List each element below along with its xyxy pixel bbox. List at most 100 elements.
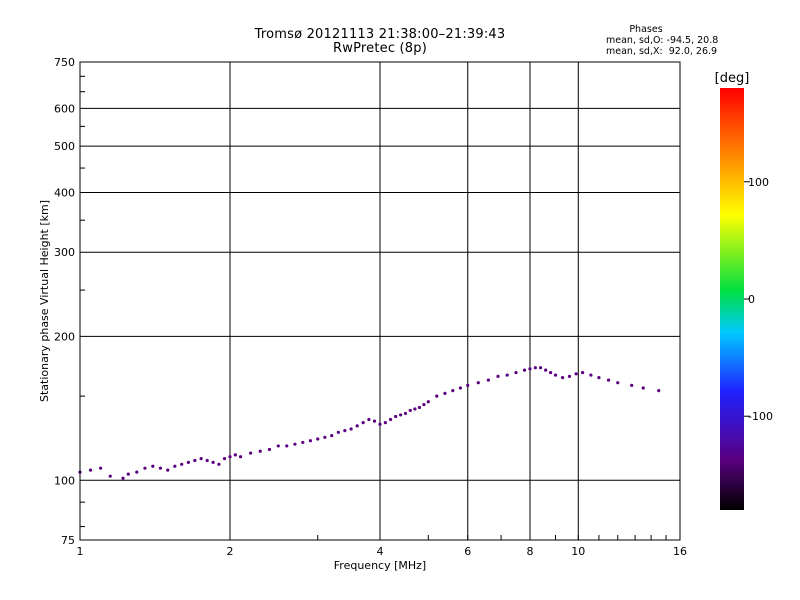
x-axis-label: Frequency [MHz] <box>334 559 426 572</box>
data-point <box>560 375 565 380</box>
data-point <box>249 451 253 455</box>
data-point <box>451 389 455 393</box>
y-tick-label: 500 <box>54 140 75 153</box>
y-tick-label: 750 <box>54 56 75 69</box>
data-point <box>574 372 578 376</box>
data-point <box>486 378 490 382</box>
stats-o-mode: mean, sd,O: -94.5, 20.8 <box>606 35 719 46</box>
data-point <box>158 466 163 470</box>
data-point <box>173 464 177 468</box>
y-axis-ticks: 75 100 200 300 400 500 600 750 <box>54 56 85 547</box>
data-point <box>267 447 272 452</box>
data-point <box>308 439 313 443</box>
data-point <box>538 366 543 370</box>
data-point <box>108 474 112 478</box>
colorbar-tick-label: 0 <box>748 293 755 306</box>
data-point <box>228 455 232 459</box>
data-point <box>355 424 359 428</box>
data-point <box>413 407 417 411</box>
data-point <box>476 381 480 385</box>
data-point <box>166 468 170 472</box>
data-point <box>616 381 620 385</box>
data-point <box>372 419 377 423</box>
data-point <box>606 378 611 382</box>
data-point <box>199 457 203 461</box>
data-point <box>496 374 500 378</box>
colorbar-tick-label: 100 <box>748 176 769 189</box>
colorbar <box>720 88 744 510</box>
x-tick-label: 16 <box>673 545 687 558</box>
data-point <box>388 417 393 422</box>
data-point <box>399 413 403 417</box>
data-point <box>403 411 408 416</box>
colorbar-label: [deg] <box>715 71 750 86</box>
x-tick-label: 1 <box>77 545 84 558</box>
data-point <box>336 430 340 434</box>
data-point <box>99 466 103 470</box>
y-tick-label: 600 <box>54 102 75 115</box>
x-tick-label: 2 <box>227 545 234 558</box>
data-point <box>193 458 197 463</box>
x-tick-label: 10 <box>571 545 585 558</box>
data-point <box>276 444 280 448</box>
data-point <box>597 375 601 380</box>
data-point <box>151 464 155 468</box>
data-point <box>422 402 426 407</box>
data-point <box>222 457 227 461</box>
x-axis-ticks: 1 2 4 6 8 10 16 <box>77 535 687 558</box>
data-point <box>135 470 139 474</box>
x-tick-label: 4 <box>377 545 384 558</box>
data-point <box>641 386 645 390</box>
data-point <box>514 370 518 375</box>
data-point <box>233 453 237 457</box>
data-point <box>528 367 532 371</box>
y-tick-label: 400 <box>54 186 75 199</box>
chart-subtitle: RwPretec (8p) <box>333 41 427 56</box>
y-tick-label: 300 <box>54 246 75 259</box>
stats-x-mode: mean, sd,X: 92.0, 26.9 <box>606 46 718 57</box>
data-point <box>301 440 305 445</box>
data-point <box>466 383 470 387</box>
y-tick-label: 200 <box>54 330 75 343</box>
data-point <box>378 422 382 426</box>
data-point <box>361 421 365 425</box>
data-point <box>349 427 353 431</box>
x-tick-label: 8 <box>527 545 534 558</box>
data-point <box>657 389 661 393</box>
y-tick-label: 100 <box>54 474 75 487</box>
data-point <box>343 429 347 433</box>
data-point <box>126 472 130 476</box>
data-point <box>567 374 572 378</box>
data-point <box>88 468 93 472</box>
data-point <box>394 414 398 419</box>
data-point <box>458 386 463 390</box>
data-point <box>443 391 447 395</box>
data-point <box>258 449 262 453</box>
data-point <box>211 460 215 464</box>
colorbar-ticks: 100 0 -100 <box>744 176 773 423</box>
data-point <box>316 437 320 441</box>
data-point <box>285 444 289 448</box>
data-point <box>522 368 527 372</box>
data-point <box>553 373 558 377</box>
chart-title: Tromsø 20121113 21:38:00–21:39:43 <box>254 27 506 42</box>
data-point <box>367 417 371 422</box>
phase-stats: Phases mean, sd,O: -94.5, 20.8 mean, sd,… <box>606 24 718 57</box>
data-point <box>544 368 548 372</box>
grid-lines <box>80 62 680 540</box>
data-points <box>78 366 661 480</box>
data-point <box>426 400 430 404</box>
stats-header: Phases <box>629 24 663 35</box>
data-point <box>580 370 585 375</box>
x-tick-label: 6 <box>464 545 471 558</box>
data-point <box>630 383 634 387</box>
colorbar-tick-label: -100 <box>748 410 773 423</box>
data-point <box>505 373 509 377</box>
data-point <box>383 421 387 425</box>
y-tick-label: 75 <box>61 534 75 547</box>
data-point <box>143 466 147 470</box>
data-point <box>330 434 334 438</box>
data-point <box>417 405 422 410</box>
data-point <box>435 394 439 398</box>
